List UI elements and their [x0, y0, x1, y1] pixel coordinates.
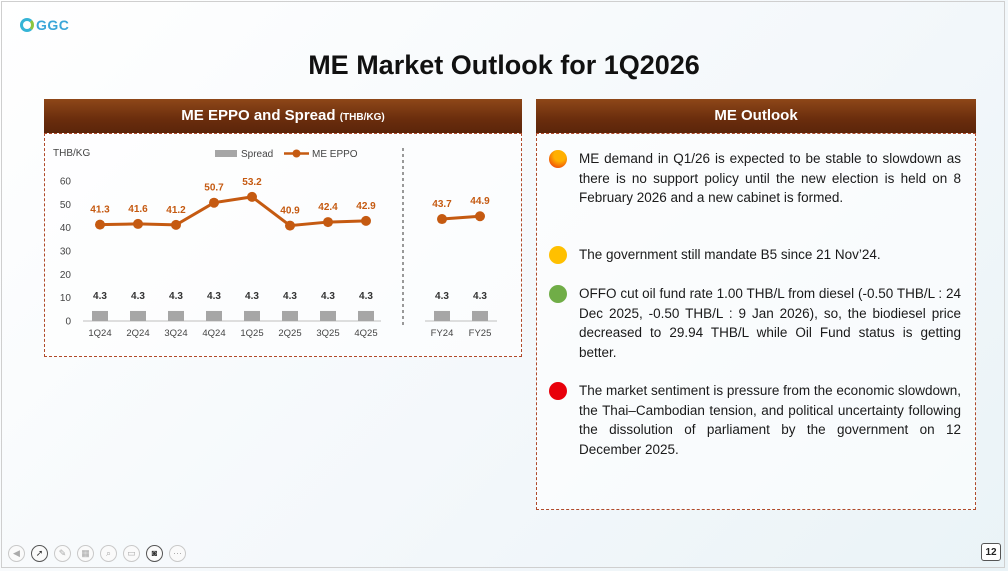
subtitles-button[interactable]: ▭: [123, 545, 140, 562]
spread-bar: [206, 310, 222, 321]
spread-data-label: 4.3: [359, 291, 373, 302]
outlook-text: OFFO cut oil fund rate 1.00 THB/L from d…: [579, 286, 961, 360]
spread-data-label: 4.3: [283, 291, 297, 302]
spread-bar: [434, 310, 450, 321]
outlook-item: The government still mandate B5 since 21…: [549, 245, 961, 265]
outlook-panel-title: ME Outlook: [714, 107, 798, 124]
me-eppo-point: [247, 191, 257, 202]
spread-data-label: 4.3: [245, 291, 259, 302]
me-eppo-point: [95, 219, 105, 230]
spread-data-label: 4.3: [207, 291, 221, 302]
spread-bar: [320, 310, 336, 321]
status-dot-icon: [549, 246, 567, 264]
spread-data-label: 4.3: [473, 291, 487, 302]
me-eppo-series-line: [441, 214, 481, 221]
outlook-item: ME demand in Q1/26 is expected to be sta…: [549, 149, 961, 208]
page-number-badge: 12: [981, 543, 1001, 561]
x-tick-label: 1Q24: [88, 328, 111, 339]
outlook-panel: [536, 133, 976, 510]
y-tick-label: 30: [60, 247, 72, 258]
more-options-button[interactable]: ⋯: [169, 545, 186, 562]
pointer-tool-button[interactable]: ➚: [31, 545, 48, 562]
me-eppo-point: [323, 217, 333, 228]
me-eppo-series-line: [99, 195, 367, 228]
me-eppo-data-label: 41.3: [90, 205, 110, 216]
status-dot-icon: [549, 382, 567, 400]
x-tick-label: 2Q24: [126, 328, 149, 339]
page-title: ME Market Outlook for 1Q2026: [308, 50, 700, 80]
prev-slide-button[interactable]: ◀: [8, 545, 25, 562]
presenter-toolbar: ◀ ➚ ✎ ▦ ⌕ ▭ ◙ ⋯: [8, 545, 186, 562]
me-eppo-data-label: 41.2: [166, 205, 186, 216]
spread-data-label: 4.3: [321, 291, 335, 302]
x-tick-label: 3Q25: [316, 328, 339, 339]
zoom-button[interactable]: ⌕: [100, 545, 117, 562]
me-eppo-point: [361, 215, 371, 226]
y-tick-label: 40: [60, 223, 72, 234]
me-eppo-point: [475, 211, 485, 222]
me-eppo-point: [285, 220, 295, 231]
x-tick-label: FY25: [469, 328, 492, 339]
me-eppo-point: [437, 214, 447, 225]
y-axis-label: THB/KG: [53, 148, 90, 159]
me-eppo-point: [171, 219, 181, 230]
spread-data-label: 4.3: [435, 291, 449, 302]
me-eppo-point: [209, 197, 219, 208]
x-tick-label: 4Q25: [354, 328, 377, 339]
outlook-item: OFFO cut oil fund rate 1.00 THB/L from d…: [549, 284, 961, 362]
y-tick-label: 0: [65, 317, 71, 328]
x-tick-label: 4Q24: [202, 328, 225, 339]
me-eppo-data-label: 53.2: [242, 177, 262, 188]
spread-data-label: 4.3: [169, 291, 183, 302]
chart-panel-title: ME EPPO and Spread: [181, 107, 336, 124]
outlook-text: The government still mandate B5 since 21…: [579, 247, 881, 262]
spread-bar: [168, 310, 184, 321]
status-dot-icon: [549, 150, 567, 168]
outlook-text: The market sentiment is pressure from th…: [579, 383, 961, 457]
legend-spread-swatch: [215, 150, 237, 157]
spread-bar: [472, 310, 488, 321]
y-tick-label: 10: [60, 293, 72, 304]
me-eppo-data-label: 50.7: [204, 183, 224, 194]
spread-bar: [244, 310, 260, 321]
me-eppo-point: [133, 218, 143, 229]
eppo-spread-chart: THB/KG 0 10 20 30 40 50 60 4.3 1Q24 4.3 2Q24 4.3 3Q24…: [53, 148, 497, 339]
me-eppo-data-label: 40.9: [280, 206, 300, 217]
y-tick-label: 50: [60, 200, 72, 211]
outlook-text: ME demand in Q1/26 is expected to be sta…: [579, 151, 961, 205]
x-tick-label: 3Q24: [164, 328, 187, 339]
y-tick-label: 20: [60, 270, 72, 281]
chart-panel-header: ME EPPO and Spread (THB/KG): [44, 99, 522, 133]
spread-bar: [92, 310, 108, 321]
see-all-slides-button[interactable]: ▦: [77, 545, 94, 562]
legend-spread-label: Spread: [241, 149, 273, 160]
y-tick-label: 60: [60, 177, 72, 188]
outlook-item: The market sentiment is pressure from th…: [549, 381, 961, 459]
me-eppo-data-label: 43.7: [432, 199, 452, 210]
spread-bar: [130, 310, 146, 321]
me-eppo-data-label: 42.9: [356, 201, 376, 212]
legend-eppo-marker: [292, 149, 301, 158]
x-tick-label: 1Q25: [240, 328, 263, 339]
logo-text: GGC: [36, 17, 70, 33]
camera-button[interactable]: ◙: [146, 545, 163, 562]
me-eppo-data-label: 44.9: [470, 196, 490, 207]
chart-panel-unit: (THB/KG): [339, 112, 385, 123]
pen-tool-button[interactable]: ✎: [54, 545, 71, 562]
company-logo: GGC: [20, 17, 69, 33]
status-dot-icon: [549, 285, 567, 303]
outlook-panel-header: ME Outlook: [536, 99, 976, 133]
spread-data-label: 4.3: [93, 291, 107, 302]
legend-eppo-label: ME EPPO: [312, 149, 358, 160]
x-tick-label: 2Q25: [278, 328, 301, 339]
x-tick-label: FY24: [431, 328, 454, 339]
me-eppo-data-label: 41.6: [128, 204, 148, 215]
spread-bar: [282, 310, 298, 321]
me-eppo-data-label: 42.4: [318, 202, 338, 213]
spread-data-label: 4.3: [131, 291, 145, 302]
logo-leaf-icon: [20, 18, 34, 32]
spread-bar: [358, 310, 374, 321]
